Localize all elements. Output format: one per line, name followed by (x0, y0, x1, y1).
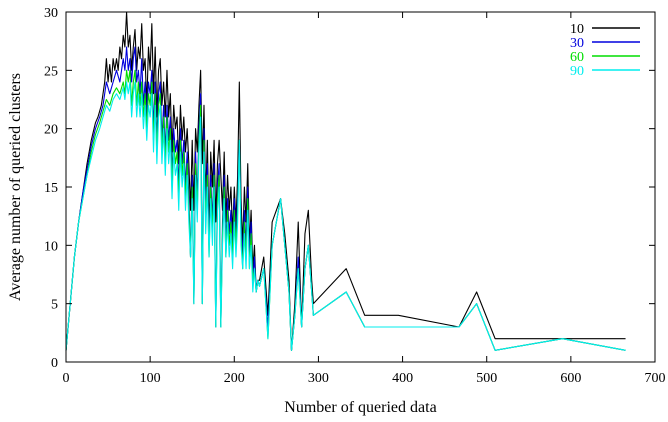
y-tick-label: 10 (44, 239, 58, 254)
series-layer (65, 11, 626, 351)
series-line-30 (65, 46, 626, 351)
y-tick-label: 5 (51, 298, 58, 313)
legend-label-30: 30 (570, 36, 584, 51)
y-tick-label: 15 (44, 181, 58, 196)
y-tick-label: 20 (44, 123, 58, 138)
x-axis: 0 100 200 300 400 500 600 700 (63, 12, 666, 386)
legend-label-90: 90 (570, 64, 584, 79)
y-axis-title: Average number of queried clusters (7, 73, 24, 301)
y-tick-label: 25 (44, 64, 58, 79)
x-tick-label: 300 (308, 371, 329, 386)
series-line-10 (65, 11, 626, 351)
y-tick-label: 30 (44, 6, 58, 21)
x-tick-label: 500 (476, 371, 497, 386)
x-tick-label: 0 (63, 371, 70, 386)
x-tick-label: 100 (140, 371, 161, 386)
x-tick-label: 600 (560, 371, 581, 386)
x-axis-title: Number of queried data (284, 399, 436, 416)
x-tick-label: 700 (645, 371, 666, 386)
legend-label-10: 10 (570, 22, 584, 37)
series-line-90 (65, 81, 626, 351)
legend-label-60: 60 (570, 50, 584, 65)
y-tick-label: 0 (51, 356, 58, 371)
x-tick-label: 400 (392, 371, 413, 386)
y-axis: 0 5 10 15 20 25 30 (44, 6, 655, 371)
x-tick-label: 200 (224, 371, 245, 386)
